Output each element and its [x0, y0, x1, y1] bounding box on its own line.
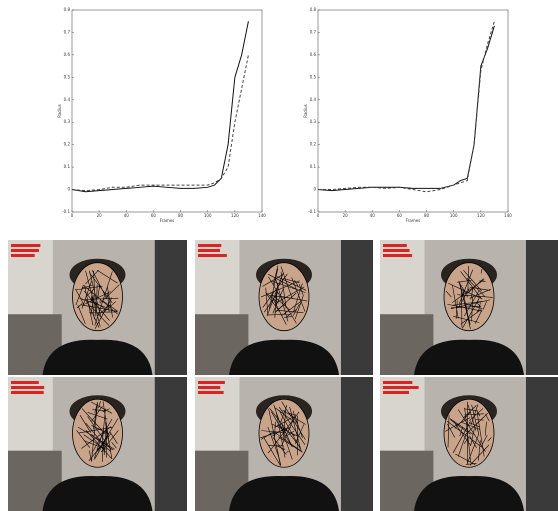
overlay-text: [383, 391, 409, 394]
wall-panel: [195, 377, 240, 451]
dark-cabinet: [525, 377, 558, 511]
y-axis-label: Radius: [57, 104, 62, 117]
overlay-text: [198, 244, 222, 247]
y-tick-label: 0.2: [310, 142, 317, 147]
video-frame: [380, 377, 558, 511]
x-tick-label: 120: [477, 213, 485, 218]
y-tick-label: 0.8: [64, 7, 71, 12]
y-tick-label: -0.1: [62, 209, 70, 214]
wall-panel: [380, 377, 425, 451]
plot-frame: [317, 9, 509, 213]
overlay-text: [383, 249, 410, 252]
x-tick-label: 140: [504, 213, 512, 218]
overlay-text: [11, 381, 39, 384]
face-mesh: [261, 265, 308, 325]
shirt: [42, 475, 153, 511]
wall-panel: [195, 240, 240, 315]
x-tick-label: 140: [258, 213, 266, 218]
y-tick-label: 0.4: [310, 97, 317, 102]
video-frame: [195, 240, 373, 375]
x-tick-label: 80: [424, 213, 430, 218]
wall-panel: [8, 377, 53, 451]
dark-cabinet: [525, 240, 558, 375]
y-tick-label: 0.1: [64, 164, 71, 169]
overlay-text: [383, 244, 407, 247]
x-tick-label: 20: [343, 213, 349, 218]
y-tick-label: 0.7: [310, 29, 317, 34]
overlay-text: [11, 249, 39, 252]
dark-cabinet: [154, 377, 187, 511]
x-tick-label: 60: [397, 213, 403, 218]
series-line: [318, 21, 495, 193]
x-tick-label: 60: [151, 213, 157, 218]
face-mesh: [75, 269, 120, 329]
x-tick-label: 100: [204, 213, 212, 218]
video-frame: [8, 240, 187, 375]
y-tick-label: 0: [313, 187, 316, 192]
overlay-text: [383, 254, 413, 257]
overlay-text: [198, 386, 221, 389]
shirt: [229, 339, 339, 375]
face-mesh: [445, 265, 493, 329]
series-line: [71, 54, 249, 192]
y-tick-label: 0.3: [310, 119, 317, 124]
face-mesh: [76, 401, 119, 462]
shirt: [42, 339, 153, 375]
overlay-text: [198, 249, 221, 252]
overlay-text: [11, 386, 45, 389]
dark-cabinet: [154, 240, 187, 375]
y-tick-label: 0.7: [64, 29, 71, 34]
shirt: [229, 475, 339, 511]
x-tick-label: 0: [71, 213, 74, 218]
y-tick-label: 0.5: [310, 74, 317, 79]
overlay-text: [383, 386, 419, 389]
dark-cabinet: [340, 377, 373, 511]
wall-panel: [380, 240, 425, 315]
overlay-text: [11, 254, 35, 257]
y-tick-label: 0.2: [64, 142, 71, 147]
x-tick-label: 20: [97, 213, 103, 218]
y-tick-label: 0.4: [64, 97, 71, 102]
x-axis-label: Frames: [160, 218, 175, 223]
video-frame: [195, 377, 373, 511]
y-tick-label: 0.6: [64, 52, 71, 57]
overlay-text: [11, 244, 41, 247]
overlay-text: [198, 381, 225, 384]
overlay-text: [11, 391, 44, 394]
wall-panel: [8, 240, 53, 315]
y-tick-label: 0: [67, 187, 70, 192]
y-axis-label: Radius: [303, 104, 308, 117]
overlay-text: [198, 391, 224, 394]
face-mesh: [445, 401, 492, 466]
y-tick-label: 0.8: [310, 7, 317, 12]
y-tick-label: 0.1: [310, 164, 317, 169]
face-mesh: [260, 401, 306, 466]
overlay-text: [198, 254, 227, 257]
x-tick-label: 0: [317, 213, 320, 218]
y-tick-label: 0.6: [310, 52, 317, 57]
face: [72, 398, 123, 468]
dark-cabinet: [340, 240, 373, 375]
shirt: [414, 339, 524, 375]
x-tick-label: 100: [450, 213, 458, 218]
video-frame: [380, 240, 558, 375]
overlay-text: [383, 381, 413, 384]
y-tick-label: 0.3: [64, 119, 71, 124]
x-axis-label: Frames: [406, 218, 421, 223]
y-tick-label: 0.5: [64, 74, 71, 79]
y-tick-label: -0.1: [308, 209, 316, 214]
x-tick-label: 120: [231, 213, 239, 218]
shirt: [414, 475, 524, 511]
plot-frame: [71, 9, 263, 213]
video-frame: [8, 377, 187, 511]
series-line: [317, 25, 495, 192]
x-tick-label: 40: [370, 213, 376, 218]
x-tick-label: 40: [124, 213, 130, 218]
x-tick-label: 80: [178, 213, 184, 218]
series-line: [71, 21, 249, 193]
